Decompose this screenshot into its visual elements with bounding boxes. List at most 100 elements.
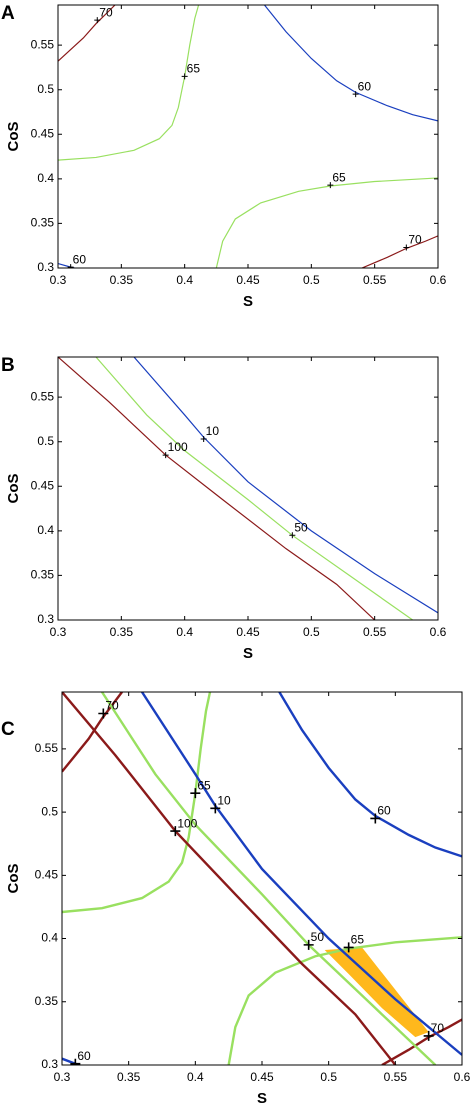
x-tick-label: 0.35 [110, 273, 134, 287]
contour-label: 50 [311, 930, 325, 944]
y-tick-label: 0.55 [31, 389, 55, 403]
label-marker [181, 73, 188, 80]
x-axis-label: S [243, 293, 253, 310]
label-marker [190, 788, 201, 799]
y-tick-label: 0.5 [41, 804, 58, 818]
label-marker [303, 939, 314, 950]
plot-area: 70 65 60 65 70 60 [58, 5, 438, 268]
contour-line [58, 357, 376, 620]
y-tick-label: 0.45 [31, 126, 55, 140]
contour-line [100, 692, 437, 1065]
contour-label: 60 [377, 804, 391, 818]
contour-label: 70 [431, 1021, 445, 1035]
x-tick-label: 0.5 [320, 1070, 337, 1084]
x-tick-label: 0.5 [303, 273, 320, 287]
label-marker [162, 452, 169, 459]
contour-label: 70 [105, 699, 119, 713]
contour-line [95, 357, 414, 620]
contour-label: 10 [217, 793, 231, 807]
label-marker [94, 17, 101, 24]
y-tick-label: 0.3 [41, 1057, 58, 1071]
contour-label: 100 [177, 816, 197, 830]
y-tick-label: 0.45 [31, 478, 55, 492]
x-axis-label: S [257, 1090, 267, 1107]
panel-letter: A [1, 3, 15, 24]
label-marker [98, 708, 109, 719]
x-tick-label: 0.55 [363, 625, 387, 639]
x-tick-label: 0.55 [363, 273, 387, 287]
contour-line [62, 692, 212, 914]
contour-label: 60 [77, 1049, 91, 1063]
x-tick-label: 0.4 [176, 273, 193, 287]
y-tick-label: 0.55 [35, 741, 59, 755]
x-tick-label: 0.3 [50, 273, 67, 287]
axes-frame [57, 356, 439, 621]
y-tick-label: 0.5 [37, 82, 54, 96]
contour-line [62, 692, 397, 1065]
y-axis-label: CoS [5, 474, 22, 504]
contour-label: 10 [206, 424, 220, 438]
y-tick-label: 0.3 [37, 260, 54, 274]
contour-line [263, 5, 438, 122]
y-tick-label: 0.5 [37, 434, 54, 448]
x-tick-label: 0.6 [430, 273, 447, 287]
contour-line [62, 692, 123, 773]
x-tick-label: 0.4 [187, 1070, 204, 1084]
x-tick-label: 0.4 [176, 625, 193, 639]
contour-label: 65 [197, 778, 211, 792]
contour-line [140, 692, 462, 1056]
contour-line [361, 235, 438, 268]
y-axis-label: CoS [5, 864, 22, 894]
label-marker [70, 1058, 81, 1065]
x-tick-label: 0.55 [384, 1070, 408, 1084]
label-marker [423, 1030, 434, 1041]
y-tick-label: 0.4 [41, 931, 58, 945]
x-tick-label: 0.3 [50, 625, 67, 639]
y-axis-label: CoS [5, 122, 22, 152]
label-marker [370, 813, 381, 824]
contour-label: 60 [358, 79, 372, 93]
contour-label: 70 [99, 5, 113, 19]
plot-area: 70 65 60 65 70 60 10 50 100 [62, 692, 462, 1065]
contour-line [227, 936, 462, 1065]
contour-line [58, 5, 116, 62]
label-marker [289, 532, 296, 539]
x-tick-label: 0.3 [54, 1070, 71, 1084]
x-axis-label: S [243, 645, 253, 662]
contour-line [278, 692, 462, 858]
contour-label: 100 [168, 440, 188, 454]
y-tick-label: 0.4 [37, 523, 54, 537]
x-tick-label: 0.45 [236, 273, 260, 287]
x-tick-label: 0.5 [303, 625, 320, 639]
contour-line [58, 5, 200, 161]
contour-line [215, 177, 438, 268]
contour-label: 70 [408, 233, 422, 247]
panel-letter: C [1, 719, 15, 740]
label-marker [170, 826, 181, 837]
x-tick-label: 0.45 [236, 625, 260, 639]
y-tick-label: 0.4 [37, 171, 54, 185]
x-tick-label: 0.6 [430, 625, 447, 639]
plot-area: 10 50 100 [58, 357, 438, 620]
y-tick-label: 0.35 [31, 216, 55, 230]
y-tick-label: 0.35 [35, 994, 59, 1008]
label-marker [403, 244, 410, 251]
contour-label: 50 [294, 520, 308, 534]
contour-label: 60 [73, 252, 87, 266]
panel-letter: B [1, 355, 15, 376]
label-marker [352, 91, 359, 98]
label-marker [67, 264, 74, 268]
axes-frame [57, 4, 439, 269]
contour-label: 65 [351, 933, 365, 947]
label-marker [200, 436, 207, 443]
y-tick-label: 0.35 [31, 568, 55, 582]
contour-label: 65 [332, 170, 346, 184]
x-tick-label: 0.35 [110, 625, 134, 639]
label-marker [210, 803, 221, 814]
y-tick-label: 0.45 [35, 868, 59, 882]
y-tick-label: 0.55 [31, 37, 55, 51]
label-marker [327, 182, 334, 189]
y-tick-label: 0.3 [37, 612, 54, 626]
